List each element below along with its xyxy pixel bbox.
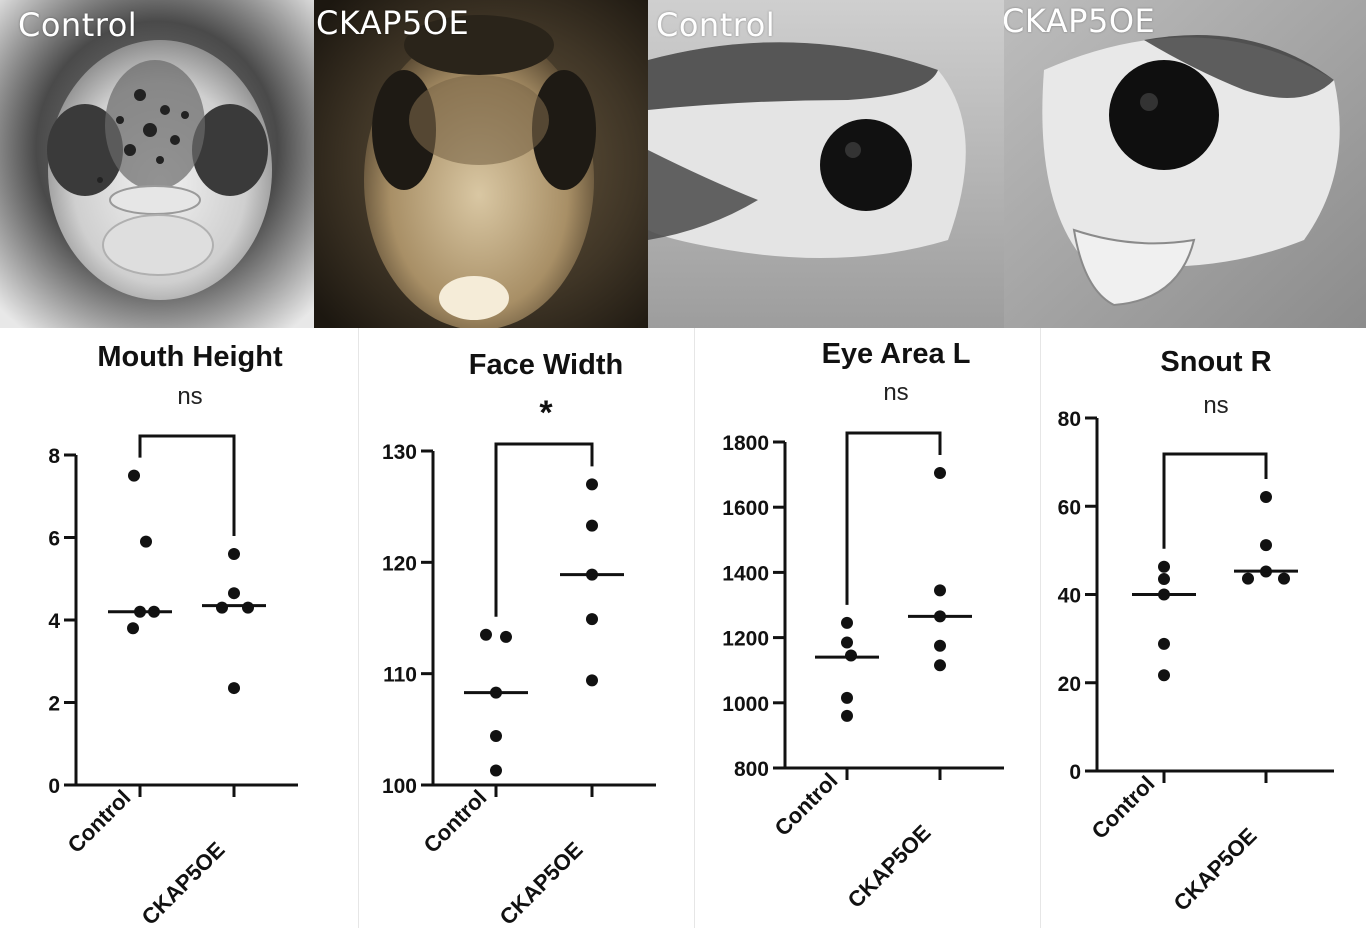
data-point bbox=[242, 601, 254, 614]
significance-bracket bbox=[845, 431, 942, 605]
chart-svg: Eye Area L ns 800 1000 1200 1400 1600 1800 Contr… bbox=[722, 338, 1004, 913]
category-label: Control bbox=[1087, 771, 1160, 844]
category-label: Control bbox=[63, 785, 136, 858]
data-point bbox=[841, 691, 853, 704]
category-label: CKAP5OE bbox=[843, 820, 936, 913]
y-tick-label: 80 bbox=[1058, 408, 1081, 431]
category-label: Control bbox=[770, 768, 843, 841]
data-point bbox=[586, 478, 598, 491]
data-point bbox=[127, 622, 139, 635]
photo-ckap5oe-lateral: CKAP5OE bbox=[1004, 0, 1366, 328]
control-frontal-image bbox=[0, 0, 314, 328]
y-tick-label: 1200 bbox=[722, 628, 769, 651]
data-point bbox=[1158, 573, 1170, 586]
data-point bbox=[216, 601, 228, 614]
data-point bbox=[1260, 539, 1272, 552]
significance-bracket bbox=[138, 434, 236, 536]
y-tick-label: 60 bbox=[1058, 496, 1081, 519]
data-point bbox=[1158, 669, 1170, 682]
data-point bbox=[845, 649, 857, 662]
plots-row: Mouth Height ns 0 2 4 6 8 Control CKAP5OE Face W… bbox=[0, 328, 1366, 928]
data-point bbox=[586, 674, 598, 687]
control-lateral-image bbox=[648, 0, 1004, 328]
y-tick-label: 8 bbox=[48, 445, 60, 468]
data-point bbox=[841, 636, 853, 649]
data-point bbox=[228, 587, 240, 600]
data-point bbox=[1158, 637, 1170, 650]
data-point bbox=[841, 709, 853, 722]
chart-title: Face Width bbox=[469, 349, 623, 381]
data-point bbox=[500, 630, 512, 643]
photo-label: Control bbox=[18, 6, 138, 44]
photo-ckap5oe-frontal: CKAP5OE bbox=[314, 0, 648, 328]
y-tick-label: 1800 bbox=[722, 432, 769, 455]
photo-label: CKAP5OE bbox=[1004, 2, 1156, 40]
significance-label: ns bbox=[1203, 392, 1228, 419]
photo-label: Control bbox=[656, 6, 776, 44]
y-tick-label: 0 bbox=[1069, 761, 1081, 784]
category-label: CKAP5OE bbox=[1169, 823, 1262, 916]
y-tick-label: 800 bbox=[734, 758, 769, 781]
panel-divider bbox=[1040, 328, 1041, 928]
data-point bbox=[934, 639, 946, 652]
y-tick-label: 20 bbox=[1058, 673, 1081, 696]
y-tick-label: 130 bbox=[382, 441, 417, 464]
significance-label: ns bbox=[883, 379, 908, 406]
data-point bbox=[1158, 560, 1170, 573]
category-label: Control bbox=[419, 785, 492, 858]
y-tick-label: 120 bbox=[382, 552, 417, 575]
data-point bbox=[128, 469, 140, 482]
chart-title: Mouth Height bbox=[97, 341, 283, 373]
panel-divider bbox=[694, 328, 695, 928]
data-point bbox=[140, 535, 152, 548]
photo-control-lateral: Control bbox=[648, 0, 1004, 328]
significance-label: ns bbox=[177, 383, 202, 410]
y-tick-label: 2 bbox=[48, 693, 60, 716]
photo-row: Control CKAP5O bbox=[0, 0, 1366, 328]
photo-control-frontal: Control bbox=[0, 0, 314, 328]
y-tick-label: 110 bbox=[383, 664, 417, 687]
category-label: CKAP5OE bbox=[495, 837, 588, 928]
data-point bbox=[586, 519, 598, 532]
data-point bbox=[934, 466, 946, 479]
y-tick-label: 1000 bbox=[722, 693, 769, 716]
data-point bbox=[934, 584, 946, 597]
significance-bracket bbox=[494, 442, 594, 617]
data-point bbox=[228, 682, 240, 695]
data-point bbox=[1242, 572, 1254, 585]
data-point bbox=[934, 659, 946, 672]
data-point bbox=[841, 616, 853, 629]
ckap5oe-frontal-image bbox=[314, 0, 648, 328]
chart-snout-r: Snout R ns 0 20 40 60 80 Control CKAP5OE bbox=[1041, 328, 1366, 928]
significance-bracket bbox=[1162, 452, 1268, 549]
ckap5oe-lateral-image bbox=[1004, 0, 1366, 328]
photo-label: CKAP5OE bbox=[316, 4, 470, 42]
category-label: CKAP5OE bbox=[137, 837, 230, 928]
data-point bbox=[1278, 572, 1290, 585]
chart-mouth-height: Mouth Height ns 0 2 4 6 8 Control CKAP5OE bbox=[0, 328, 358, 928]
data-point bbox=[1260, 490, 1272, 503]
panel-divider bbox=[358, 328, 359, 928]
y-tick-label: 4 bbox=[48, 610, 60, 633]
y-tick-label: 6 bbox=[48, 528, 60, 551]
chart-face-width: Face Width * 100 110 120 130 Control CKAP5OE bbox=[359, 328, 694, 928]
y-tick-label: 100 bbox=[382, 775, 417, 798]
y-tick-label: 1400 bbox=[722, 562, 769, 585]
data-point bbox=[228, 548, 240, 560]
y-tick-label: 40 bbox=[1058, 585, 1081, 608]
significance-label: * bbox=[539, 394, 553, 432]
y-tick-label: 1600 bbox=[722, 497, 769, 520]
y-tick-label: 0 bbox=[48, 775, 60, 798]
chart-eye-area-l: Eye Area L ns 800 1000 1200 1400 1600 1800 Contr… bbox=[695, 328, 1040, 928]
data-point bbox=[490, 764, 502, 777]
chart-title: Snout R bbox=[1160, 346, 1271, 378]
data-point bbox=[480, 628, 492, 641]
data-point bbox=[490, 730, 502, 743]
data-point bbox=[586, 613, 598, 626]
chart-title: Eye Area L bbox=[822, 338, 971, 370]
